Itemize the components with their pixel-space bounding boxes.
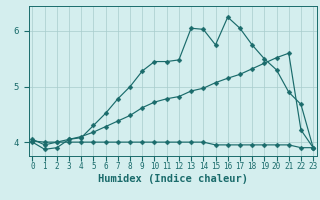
X-axis label: Humidex (Indice chaleur): Humidex (Indice chaleur) bbox=[98, 174, 248, 184]
